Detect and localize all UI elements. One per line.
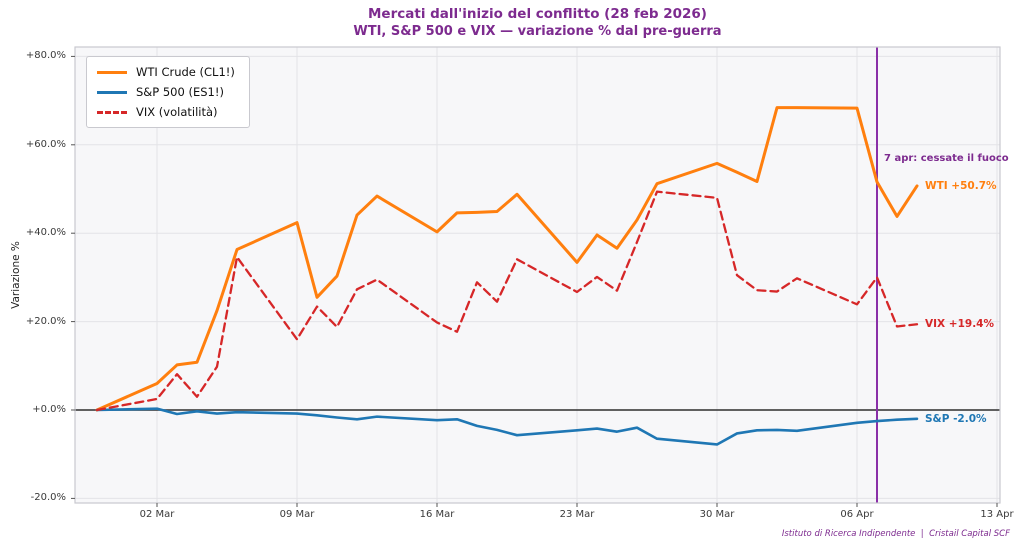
y-axis-label: Variazione % bbox=[10, 241, 22, 309]
y-tick-label: +60.0% bbox=[25, 138, 66, 150]
x-tick-label: 06 Apr bbox=[840, 509, 874, 520]
chart-subtitle: WTI, S&P 500 e VIX — variazione % dal pr… bbox=[353, 24, 722, 39]
y-tick-label: -20.0% bbox=[30, 492, 66, 504]
legend: WTI Crude (CL1!) S&P 500 (ES1!) VIX (vol… bbox=[86, 56, 250, 128]
ceasefire-annotation: 7 apr: cessate il fuoco bbox=[884, 153, 1009, 164]
x-tick-label: 09 Mar bbox=[279, 509, 315, 520]
sp500-line-swatch-icon bbox=[97, 90, 127, 94]
wti-line-swatch-icon bbox=[97, 70, 127, 74]
y-tick-label: +0.0% bbox=[32, 404, 66, 415]
x-tick-label: 30 Mar bbox=[699, 509, 735, 520]
legend-item-sp500: S&P 500 (ES1!) bbox=[97, 85, 235, 99]
legend-label-wti: WTI Crude (CL1!) bbox=[136, 65, 235, 79]
legend-item-wti: WTI Crude (CL1!) bbox=[97, 65, 235, 79]
legend-label-sp500: S&P 500 (ES1!) bbox=[136, 85, 224, 99]
y-tick-label: +20.0% bbox=[25, 315, 66, 327]
vix-line-swatch-icon bbox=[97, 110, 127, 114]
legend-item-vix: VIX (volatilità) bbox=[97, 105, 235, 119]
chart-title: Mercati dall'inizio del conflitto (28 fe… bbox=[368, 6, 707, 22]
x-tick-label: 13 Apr bbox=[980, 509, 1014, 520]
wti-end-label: WTI +50.7% bbox=[925, 179, 997, 192]
vix-end-label: VIX +19.4% bbox=[925, 318, 995, 331]
source-attribution: Istituto di Ricerca Indipendente | Crist… bbox=[781, 529, 1010, 539]
x-tick-label: 16 Mar bbox=[419, 509, 455, 520]
x-tick-label: 02 Mar bbox=[139, 509, 175, 520]
legend-label-vix: VIX (volatilità) bbox=[136, 105, 218, 119]
x-tick-label: 23 Mar bbox=[559, 509, 595, 520]
y-tick-label: +40.0% bbox=[25, 227, 66, 239]
y-tick-label: +80.0% bbox=[25, 50, 66, 62]
sp500-end-label: S&P -2.0% bbox=[925, 412, 987, 425]
